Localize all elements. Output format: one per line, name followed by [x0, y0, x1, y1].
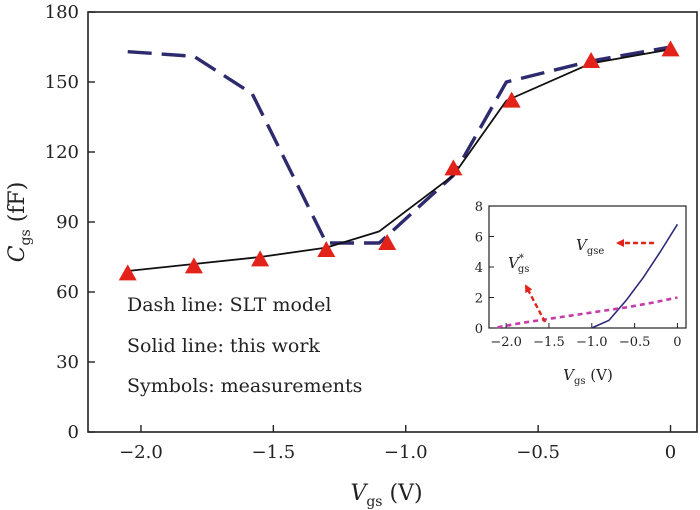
- inset-y-tick-label: 2: [475, 292, 483, 307]
- inset-y-tick-label: 0: [475, 322, 483, 337]
- measurement-triangle-marker: [118, 264, 137, 281]
- legend-entry: Symbols: measurements: [127, 375, 362, 397]
- measurement-triangle-marker: [378, 234, 397, 250]
- inset-x-axis-label: Vgs (V): [563, 366, 613, 387]
- vgs-star-annotation-label: V* gs: [508, 253, 529, 275]
- vgs-star-superscript: *: [519, 253, 524, 264]
- measurement-triangle-marker: [317, 241, 336, 257]
- inset-x-axis-symbol: V: [563, 366, 576, 384]
- vgse-solid-curve: [591, 223, 679, 329]
- y-tick-label: 0: [68, 422, 79, 443]
- y-tick-label: 120: [45, 142, 79, 163]
- legend-entry: Solid line: this work: [127, 335, 320, 357]
- x-axis-subscript: gs: [366, 494, 382, 510]
- x-axis-unit: (V): [383, 481, 423, 506]
- x-tick-label: −1.0: [384, 442, 428, 463]
- x-tick-label: −0.5: [516, 442, 560, 463]
- inset-x-tick-label: −2.0: [490, 335, 522, 350]
- vgse-symbol: V: [576, 236, 589, 254]
- inset-x-tick-label: −1.5: [533, 335, 565, 350]
- measurement-triangle-marker: [582, 52, 601, 68]
- inset-y-tick-label: 6: [475, 231, 483, 246]
- legend: Dash line: SLT model Solid line: this wor…: [127, 294, 362, 397]
- y-tick-label: 30: [56, 352, 79, 373]
- x-tick-label: −2.0: [119, 442, 163, 463]
- inset-x-tick-label: 0: [673, 335, 681, 350]
- vgs-star-arrow: [524, 284, 547, 323]
- y-axis-label: Cgs (fF): [5, 182, 34, 263]
- x-axis-symbol: V: [350, 481, 368, 506]
- measurement-triangle-marker: [444, 159, 463, 176]
- inset-x-tick-label: −0.5: [619, 335, 651, 350]
- measurement-triangle-marker: [251, 250, 270, 267]
- y-axis-symbol: C: [5, 245, 30, 262]
- vgs-star-symbol: V: [508, 254, 521, 272]
- x-tick-label: 0: [665, 442, 676, 463]
- y-tick-label: 90: [56, 212, 79, 233]
- x-tick-label: −1.5: [251, 442, 295, 463]
- measurement-triangle-marker: [502, 91, 521, 108]
- y-tick-label: 180: [45, 2, 79, 23]
- inset-x-tick-label: −1.0: [576, 335, 608, 350]
- vgse-annotation-label: Vgse: [576, 236, 604, 257]
- y-tick-label: 60: [56, 282, 79, 303]
- inset-x-axis-unit: (V): [586, 366, 613, 384]
- y-axis-subscript: gs: [18, 229, 34, 245]
- y-tick-label: 150: [45, 72, 79, 93]
- this-work-solid-line: [127, 48, 671, 272]
- inset-y-tick-label: 8: [475, 200, 483, 215]
- vgs-star-dotted-curve: [497, 296, 678, 329]
- measurement-triangle-marker: [184, 257, 203, 274]
- x-axis-label: Vgs (V): [350, 481, 422, 510]
- vgs-star-subscript: gs: [518, 264, 530, 275]
- y-axis-unit: (fF): [5, 182, 30, 230]
- vgse-subscript: gse: [587, 246, 605, 257]
- inset-background: [453, 190, 691, 388]
- slt-model-dash-line: [127, 45, 671, 245]
- measurement-triangle-marker: [661, 40, 680, 57]
- inset-x-axis-subscript: gs: [574, 376, 586, 387]
- inset-y-tick-label: 4: [475, 261, 483, 276]
- legend-entry: Dash line: SLT model: [127, 294, 331, 316]
